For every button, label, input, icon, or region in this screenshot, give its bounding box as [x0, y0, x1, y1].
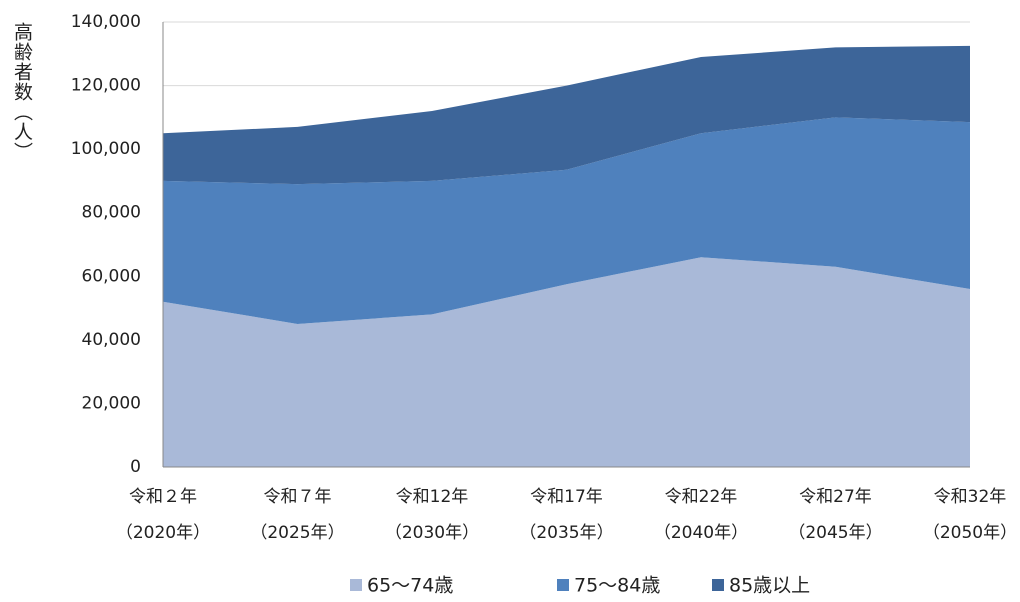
x-tick-label: （2045年） [788, 523, 882, 543]
x-tick-label: 令和22年 [665, 487, 738, 507]
x-tick-label: （2035年） [519, 523, 613, 543]
y-tick-label: 100,000 [71, 139, 141, 159]
y-tick-label: 80,000 [82, 203, 141, 223]
legend-swatch [557, 579, 569, 591]
x-tick-label: （2040年） [654, 523, 748, 543]
legend-swatch [712, 579, 724, 591]
x-tick-label: 令和12年 [396, 487, 469, 507]
x-tick-label: （2030年） [385, 523, 479, 543]
area [163, 117, 970, 324]
y-tick-label: 20,000 [82, 393, 141, 413]
legend-label: 85歳以上 [729, 575, 810, 597]
y-tick-label: 0 [130, 457, 141, 477]
area [163, 45, 970, 185]
legend-swatch [350, 579, 362, 591]
x-tick-label: 令和17年 [530, 487, 603, 507]
y-tick-label: 40,000 [82, 330, 141, 350]
x-tick-label: （2020年） [116, 523, 210, 543]
y-tick-label: 140,000 [71, 12, 141, 32]
x-tick-label: （2025年） [250, 523, 344, 543]
x-tick-label: 令和７年 [264, 487, 332, 507]
legend-label: 65～74歳 [367, 575, 453, 597]
legend-label: 75～84歳 [574, 575, 660, 597]
y-axis-label: 高齢者数（人） [11, 22, 33, 162]
x-tick-label: 令和２年 [129, 487, 197, 507]
x-tick-label: 令和27年 [799, 487, 872, 507]
area [163, 257, 970, 467]
x-tick-label: （2050年） [923, 523, 1017, 543]
x-tick-label: 令和32年 [934, 487, 1007, 507]
y-tick-label: 60,000 [82, 266, 141, 286]
y-tick-label: 120,000 [71, 76, 141, 96]
